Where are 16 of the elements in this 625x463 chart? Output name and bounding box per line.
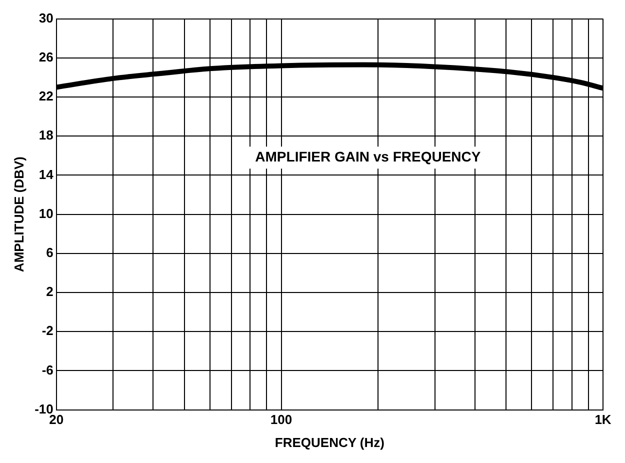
x-tick-label: 1K (594, 412, 612, 428)
y-tick-label: 10 (38, 206, 54, 221)
y-tick-label: 26 (38, 49, 54, 64)
y-tick-label: 18 (38, 128, 54, 143)
y-tick-label: -10 (34, 401, 54, 416)
y-tick-label: -2 (42, 323, 54, 338)
text: AMPLIFIER GAIN vs FREQUENCY (255, 148, 482, 164)
y-tick-label: 22 (38, 88, 54, 104)
y-axis-title: AMPLITUDE (DBV) (11, 156, 26, 272)
y-tick-label: 6 (46, 244, 54, 260)
x-tick-label: 100 (270, 412, 292, 428)
y-tick-label: -6 (42, 362, 54, 378)
y-tick-label: 30 (38, 10, 54, 26)
y-tick-label: 2 (46, 284, 54, 300)
y-tick-label: 14 (38, 166, 54, 182)
x-axis-title: FREQUENCY (Hz) (274, 434, 384, 450)
